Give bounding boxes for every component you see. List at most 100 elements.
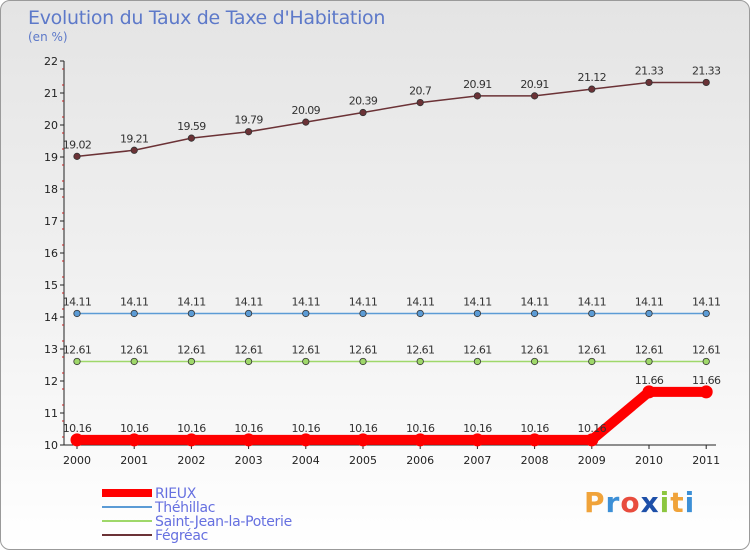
y-tick-label: 21 [44,87,58,100]
y-tick-label: 12 [44,375,58,388]
y-tick-label: 17 [44,215,58,228]
data-label: 14.11 [63,295,92,308]
x-tick-label: 2003 [235,454,263,467]
data-point [702,357,710,366]
data-label: 12.61 [463,343,492,356]
y-tick-label: 10 [44,439,58,452]
data-point [184,433,198,447]
data-label: 20.7 [409,85,432,98]
data-point [359,108,367,117]
data-point [642,385,656,399]
data-point [702,309,710,318]
unit-label: (en %) [28,30,68,44]
data-label: 12.61 [349,343,378,356]
data-label: 12.61 [63,343,92,356]
data-point [359,357,367,366]
data-point [359,309,367,318]
y-tick-label: 18 [44,183,58,196]
data-point [302,118,310,126]
data-label: 19.59 [177,120,206,133]
data-point [187,309,195,318]
data-point [473,357,481,366]
data-point [699,385,713,399]
data-point [588,357,596,366]
y-tick-label: 11 [44,407,58,420]
data-point [588,309,596,318]
x-tick-label: 2009 [578,454,606,467]
data-label: 19.02 [63,138,92,151]
data-label: 20.91 [520,78,549,91]
legend-label: RIEUX [155,486,197,502]
data-label: 12.61 [578,343,607,356]
x-tick-label: 2002 [177,454,205,467]
data-point [588,85,596,93]
y-tick-label: 20 [44,119,58,132]
logo-letter: i [659,486,671,519]
data-point [73,152,81,160]
data-point [130,357,138,366]
x-tick-label: 2007 [463,454,491,467]
data-point [70,433,84,447]
data-label: 14.11 [520,295,549,308]
data-label: 21.12 [578,71,607,84]
data-point [356,433,370,447]
data-point [473,92,481,100]
logo-letter: o [620,486,641,519]
data-label: 14.11 [578,295,607,308]
series-line-rieux [72,386,712,445]
data-label: 14.11 [349,295,378,308]
data-point [302,357,310,366]
data-label: 10.16 [177,422,206,435]
logo-letter: x [640,486,660,519]
logo-letter: r [605,486,621,519]
logo-letter: t [670,486,685,519]
data-label: 20.91 [463,78,492,91]
data-point [245,357,253,366]
data-label: 10.16 [349,422,378,435]
data-point [416,99,424,107]
data-point [645,357,653,366]
data-label: 20.39 [349,95,378,108]
data-label: 12.61 [520,343,549,356]
data-label: 10.16 [292,422,321,435]
x-tick-label: 2004 [292,454,320,467]
data-point [530,309,539,318]
x-tick-label: 2000 [63,454,91,467]
data-label: 14.11 [635,295,664,308]
data-label: 12.61 [177,343,206,356]
data-point [130,309,138,318]
data-point [187,134,195,142]
proxiti-logo: Proxiti [584,486,695,519]
data-label: 14.11 [692,295,721,308]
x-tick-label: 2006 [406,454,434,467]
data-point [127,433,141,447]
data-label: 19.79 [234,114,263,127]
data-label: 10.16 [520,422,549,435]
y-tick-label: 16 [44,247,58,260]
data-point [470,433,484,447]
x-tick-label: 2001 [120,454,148,467]
data-point [645,309,653,318]
data-label: 14.11 [406,295,435,308]
data-label: 12.61 [406,343,435,356]
data-label: 20.09 [292,104,321,117]
data-label: 11.66 [692,374,721,387]
legend-label: Saint-Jean-la-Poterie [155,514,292,530]
series-line-f-gr-ac [76,81,707,158]
y-tick-label: 19 [44,151,58,164]
y-tick-label: 15 [44,279,58,292]
data-label: 11.66 [635,374,664,387]
x-tick-label: 2010 [635,454,663,467]
x-tick-label: 2011 [692,454,720,467]
data-point [416,309,424,318]
data-point [187,357,195,366]
data-label: 10.16 [120,422,149,435]
logo-letter: P [584,486,606,519]
y-tick-label: 14 [44,311,58,324]
x-tick-label: 2008 [521,454,549,467]
data-label: 10.16 [406,422,435,435]
y-tick-label: 22 [44,55,58,68]
data-label: 14.11 [234,295,263,308]
data-point [413,433,427,447]
